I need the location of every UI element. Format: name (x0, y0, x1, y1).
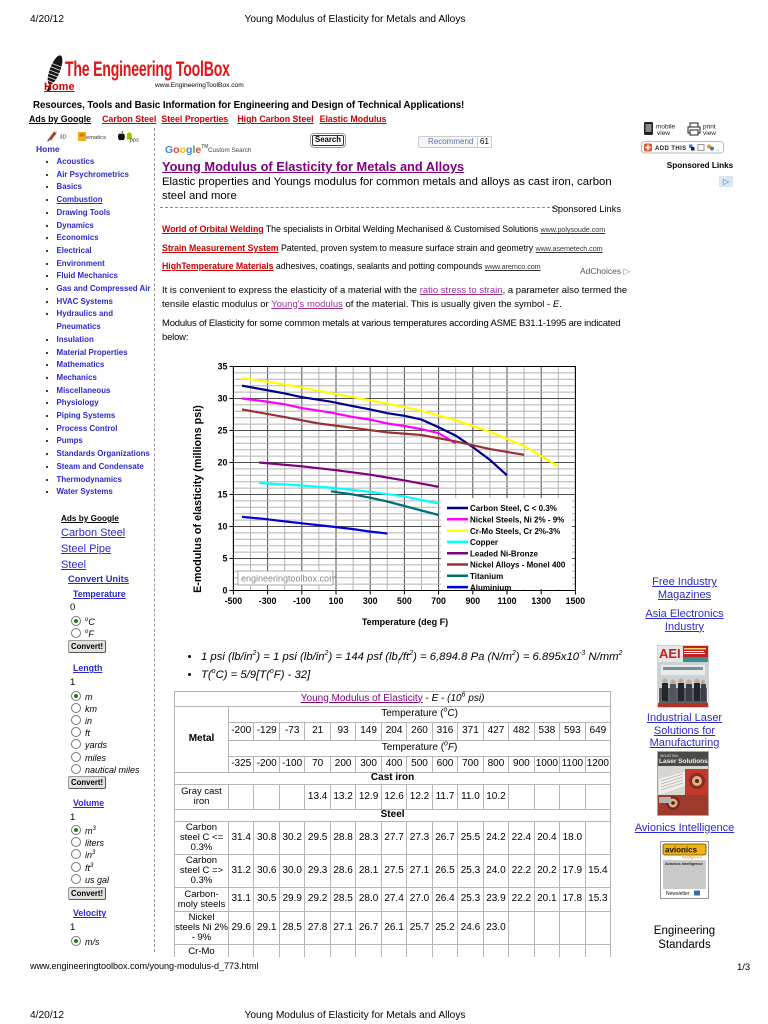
svg-text:1300: 1300 (531, 596, 551, 606)
svg-text:Copper: Copper (470, 538, 498, 547)
svg-text:pps: pps (130, 138, 139, 144)
svg-text:30: 30 (218, 394, 228, 404)
svg-text:intelligence: intelligence (682, 855, 703, 860)
svg-text:5: 5 (222, 554, 227, 564)
svg-text:E-modulus of elasticity (milli: E-modulus of elasticity (millions psi) (192, 405, 204, 593)
svg-text:GoogleTM: GoogleTM (165, 144, 208, 156)
svg-text:Avionics Intelligence: Avionics Intelligence (665, 862, 703, 866)
svg-text:engineeringtoolbox.com: engineeringtoolbox.com (241, 574, 337, 584)
svg-text:Leaded Ni-Bronze: Leaded Ni-Bronze (470, 549, 539, 558)
svg-text:..: .. (716, 147, 720, 153)
svg-text:INDUSTRIAL: INDUSTRIAL (660, 754, 679, 758)
svg-text:Aluminium: Aluminium (470, 583, 511, 592)
svg-text:Titanium: Titanium (470, 572, 503, 581)
svg-text:20: 20 (218, 458, 228, 468)
svg-text:AEI: AEI (659, 646, 681, 661)
svg-text:Carbon Steel, C < 0.3%: Carbon Steel, C < 0.3% (470, 504, 557, 513)
svg-text:Nickel Steels, Ni 2% - 9%: Nickel Steels, Ni 2% - 9% (470, 516, 564, 525)
svg-text:1100: 1100 (497, 596, 516, 606)
svg-text:view: view (703, 130, 716, 137)
svg-text:Custom Search: Custom Search (208, 147, 252, 154)
svg-text:25: 25 (218, 426, 228, 436)
svg-text:300: 300 (363, 596, 378, 606)
svg-text:avionics: avionics (665, 846, 698, 855)
svg-text:-100: -100 (293, 596, 311, 606)
svg-text:700: 700 (431, 596, 446, 606)
svg-text:500: 500 (397, 596, 412, 606)
svg-text:view: view (657, 130, 670, 137)
svg-text:Cr-Mo Steels, Cr 2%-3%: Cr-Mo Steels, Cr 2%-3% (470, 527, 560, 536)
svg-text:Nickel Alloys - Monel 400: Nickel Alloys - Monel 400 (470, 561, 566, 570)
svg-text:-300: -300 (259, 596, 277, 606)
svg-text:35: 35 (218, 362, 228, 372)
svg-text:1500: 1500 (566, 596, 586, 606)
svg-text:-500: -500 (225, 596, 243, 606)
svg-text:print: print (703, 124, 716, 131)
svg-text:ADD THIS: ADD THIS (655, 146, 687, 152)
svg-text:Temperature (deg F): Temperature (deg F) (362, 617, 448, 627)
svg-text:Laser Solutions: Laser Solutions (659, 758, 708, 765)
svg-text:10: 10 (218, 522, 228, 532)
svg-text:900: 900 (465, 596, 480, 606)
svg-text:100: 100 (329, 596, 344, 606)
svg-text:3D: 3D (60, 135, 67, 141)
svg-text:0: 0 (222, 586, 227, 596)
svg-text:15: 15 (218, 490, 228, 500)
svg-text:Newsletter: Newsletter (666, 891, 690, 897)
svg-text:ematics: ematics (86, 135, 106, 141)
svg-text:mobile: mobile (656, 124, 676, 131)
